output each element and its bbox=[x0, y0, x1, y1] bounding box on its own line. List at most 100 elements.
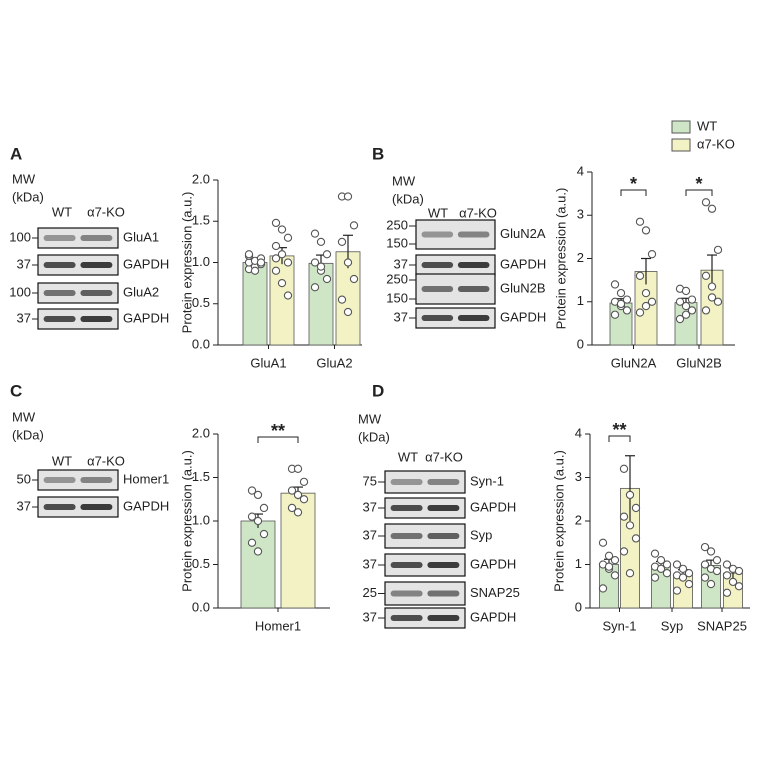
data-point bbox=[622, 295, 632, 304]
lane-label: α7-KO bbox=[425, 449, 463, 464]
x-tick-label: GluN2B bbox=[676, 355, 722, 370]
protein-label: GAPDH bbox=[470, 499, 516, 514]
blot-band bbox=[390, 615, 423, 621]
data-point bbox=[277, 225, 287, 234]
data-point bbox=[687, 306, 697, 315]
blot-band bbox=[421, 231, 454, 238]
data-point bbox=[707, 204, 717, 213]
data-point bbox=[610, 310, 620, 319]
blot-band bbox=[421, 286, 454, 292]
data-point bbox=[656, 564, 666, 573]
data-point bbox=[707, 282, 717, 291]
lane-label: WT bbox=[52, 453, 72, 468]
y-tick-label: 1.5 bbox=[192, 213, 210, 228]
panel-letter: B bbox=[372, 144, 384, 163]
error-bar bbox=[641, 257, 651, 285]
data-point bbox=[616, 288, 626, 298]
mw-marker: 250 bbox=[386, 217, 408, 232]
data-point bbox=[650, 549, 660, 558]
data-point bbox=[687, 295, 697, 304]
data-point bbox=[283, 291, 293, 300]
y-tick-label: 3 bbox=[577, 207, 584, 222]
data-point bbox=[672, 586, 682, 595]
blot-band bbox=[80, 290, 113, 296]
blot-band bbox=[390, 590, 423, 597]
data-point bbox=[337, 295, 347, 304]
panel-letter: D bbox=[372, 381, 384, 400]
mw-marker: 25 bbox=[363, 585, 377, 600]
data-point bbox=[700, 560, 710, 569]
data-point bbox=[712, 566, 722, 576]
legend-swatch bbox=[671, 120, 691, 134]
data-point bbox=[662, 560, 672, 569]
data-point bbox=[271, 254, 281, 263]
significance-bracket bbox=[685, 189, 713, 196]
data-point bbox=[277, 278, 287, 288]
y-tick-label: 2.0 bbox=[192, 425, 210, 440]
y-tick-label: 4 bbox=[575, 425, 582, 440]
data-point bbox=[259, 503, 269, 513]
data-point bbox=[299, 477, 309, 486]
data-point bbox=[681, 301, 691, 311]
error-bar bbox=[625, 455, 635, 521]
mw-marker: 37 bbox=[394, 256, 408, 271]
kda-label: (kDa) bbox=[12, 189, 44, 204]
kda-label: (kDa) bbox=[358, 429, 390, 444]
y-axis-label: Protein expression (a.u.) bbox=[553, 188, 568, 330]
data-point bbox=[253, 547, 263, 556]
data-point bbox=[635, 217, 645, 226]
blot-band bbox=[427, 590, 460, 597]
y-axis-label: Protein expression (a.u.) bbox=[179, 192, 194, 334]
lane-label: WT bbox=[52, 204, 72, 219]
protein-label: GAPDH bbox=[500, 309, 546, 324]
data-point bbox=[734, 582, 744, 591]
mw-marker: 37 bbox=[17, 310, 31, 325]
data-point bbox=[283, 258, 293, 267]
protein-label: GluN2B bbox=[500, 280, 546, 295]
mw-label: MW bbox=[12, 171, 36, 186]
blot-band bbox=[421, 315, 454, 321]
y-tick-label: 0 bbox=[575, 599, 582, 614]
mw-marker: 37 bbox=[363, 609, 377, 624]
blot-band bbox=[427, 533, 460, 539]
data-point bbox=[287, 486, 297, 495]
blot-band bbox=[80, 316, 113, 322]
data-point bbox=[701, 271, 711, 280]
protein-label: GAPDH bbox=[123, 310, 169, 325]
y-tick-label: 1 bbox=[577, 293, 584, 308]
blot-band bbox=[43, 316, 76, 322]
x-tick-label: GluN2A bbox=[611, 355, 657, 370]
protein-label: Homer1 bbox=[123, 471, 169, 486]
y-tick-label: 0.0 bbox=[192, 336, 210, 351]
mw-marker: 37 bbox=[394, 309, 408, 324]
x-tick-label: GluA1 bbox=[250, 355, 286, 370]
y-tick-label: 4 bbox=[577, 163, 584, 178]
mw-marker: 100 bbox=[9, 284, 31, 299]
bar bbox=[242, 262, 268, 346]
data-point bbox=[625, 490, 635, 500]
data-point bbox=[678, 564, 688, 573]
data-point bbox=[610, 280, 620, 289]
data-point bbox=[681, 286, 691, 296]
data-point bbox=[247, 538, 257, 547]
data-point bbox=[728, 577, 738, 587]
data-point bbox=[619, 512, 629, 521]
lane-label: WT bbox=[398, 449, 418, 464]
data-point bbox=[256, 258, 266, 267]
data-point bbox=[310, 229, 320, 238]
data-point bbox=[299, 495, 309, 504]
significance-bracket bbox=[608, 435, 631, 442]
protein-label: GAPDH bbox=[470, 609, 516, 624]
data-point bbox=[349, 221, 359, 230]
protein-label: SNAP25 bbox=[470, 585, 520, 600]
data-point bbox=[707, 293, 717, 302]
mw-marker: 37 bbox=[363, 499, 377, 514]
y-tick-label: 0 bbox=[577, 336, 584, 351]
mw-marker: 37 bbox=[363, 556, 377, 571]
significance-bracket bbox=[257, 436, 299, 443]
data-point bbox=[343, 192, 353, 201]
error-bar bbox=[707, 254, 717, 286]
data-point bbox=[349, 274, 359, 284]
y-tick-label: 3 bbox=[575, 469, 582, 484]
data-point bbox=[675, 314, 685, 324]
